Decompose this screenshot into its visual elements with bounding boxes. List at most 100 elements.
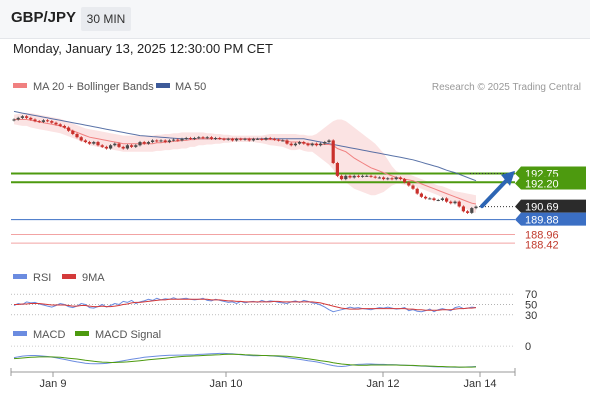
candle-body (373, 176, 377, 178)
rsi-tick-30: 30 (525, 310, 537, 322)
candle-body (314, 143, 318, 146)
candle-body (407, 182, 411, 186)
candle-body (285, 140, 289, 144)
candle-body (369, 175, 373, 177)
candle-body (281, 140, 285, 142)
candle-body (239, 138, 243, 140)
candle-body (222, 138, 226, 140)
candle-body (109, 145, 113, 149)
candle-body (230, 138, 234, 141)
candle-body (390, 178, 394, 180)
candle-body (331, 140, 335, 163)
candle-body (411, 185, 415, 189)
candle-body (50, 121, 54, 123)
candle-body (445, 198, 449, 202)
candle-body (453, 201, 457, 204)
candle-body (58, 124, 62, 126)
candle-body (172, 139, 176, 141)
candle-body (428, 198, 432, 200)
candle-body (88, 142, 92, 144)
rsi-ma-line (14, 298, 477, 311)
candle-body (92, 142, 96, 144)
level-tag-bg (515, 199, 586, 213)
candle-body (260, 138, 264, 140)
ma20-legend-label: MA 20 + Bollinger Bands (33, 81, 154, 93)
candle-body (209, 137, 213, 139)
candle-body (377, 177, 381, 179)
candle-body (365, 175, 369, 177)
candle-body (272, 138, 276, 140)
candle-body (398, 177, 402, 180)
candle-body (268, 138, 272, 140)
level-tag-resistance: 192.20 (525, 178, 559, 190)
candle-body (33, 119, 37, 122)
candle-body (226, 138, 230, 140)
candle-body (20, 116, 24, 118)
candle-body (403, 179, 407, 183)
level-tag-bg (515, 212, 586, 226)
forecast-arrowhead-icon (501, 170, 515, 186)
candle-body (167, 140, 171, 143)
candle-body (335, 162, 339, 176)
candle-body (62, 125, 66, 128)
candle-body (243, 138, 247, 140)
macd-tick-0: 0 (525, 341, 531, 353)
candle-body (188, 138, 192, 140)
candle-body (130, 145, 134, 147)
level-label-support: 188.42 (525, 239, 559, 251)
candle-body (356, 175, 360, 177)
candle-body (205, 137, 209, 139)
candle-body (386, 178, 390, 180)
candle-body (184, 138, 188, 140)
candle-body (277, 139, 281, 141)
candle-body (327, 140, 331, 143)
candle-body (289, 143, 293, 146)
candle-body (134, 145, 138, 147)
level-tag-bg (515, 166, 586, 180)
candle-body (306, 143, 310, 146)
candle-body (415, 188, 419, 194)
candle-body (113, 143, 117, 146)
rsi-ma-legend-swatch (62, 274, 76, 279)
candle-body (46, 120, 50, 122)
x-tick-label: Jan 9 (40, 378, 67, 390)
candle-body (436, 200, 440, 202)
candle-body (159, 140, 163, 142)
candle-body (121, 146, 125, 149)
symbol-title: GBP/JPY (11, 9, 77, 26)
candle-body (201, 137, 205, 139)
candle-body (125, 145, 129, 149)
candle-body (146, 142, 150, 144)
candle-body (100, 145, 104, 147)
candle-body (461, 206, 465, 212)
candle-body (67, 127, 71, 131)
rsi-tick-70: 70 (525, 289, 537, 301)
x-tick-label: Jan 12 (366, 378, 399, 390)
timeframe-selector[interactable]: 30 MIN (81, 7, 131, 31)
candle-body (37, 121, 41, 123)
candle-body (79, 137, 83, 141)
candle-body (75, 133, 79, 138)
candle-body (235, 138, 239, 141)
candle-body (16, 117, 20, 120)
rsi-ma-legend-label: 9MA (82, 272, 105, 284)
candle-body (361, 175, 365, 177)
macd-signal-legend-swatch (75, 331, 89, 336)
candle-body (96, 142, 100, 146)
rsi-tick-50: 50 (525, 300, 537, 312)
candle-body (323, 142, 327, 144)
bollinger-band-area (14, 113, 476, 213)
candle-body (298, 142, 302, 144)
level-tag-last: 190.69 (525, 202, 559, 214)
candle-body (310, 143, 314, 146)
candle-body (71, 130, 75, 134)
macd-legend-swatch (13, 331, 27, 336)
candle-body (424, 196, 428, 199)
candle-body (83, 140, 87, 143)
ma50-line (13, 110, 477, 182)
candle-body (382, 177, 386, 180)
candle-body (155, 140, 159, 142)
candle-body (348, 175, 352, 178)
